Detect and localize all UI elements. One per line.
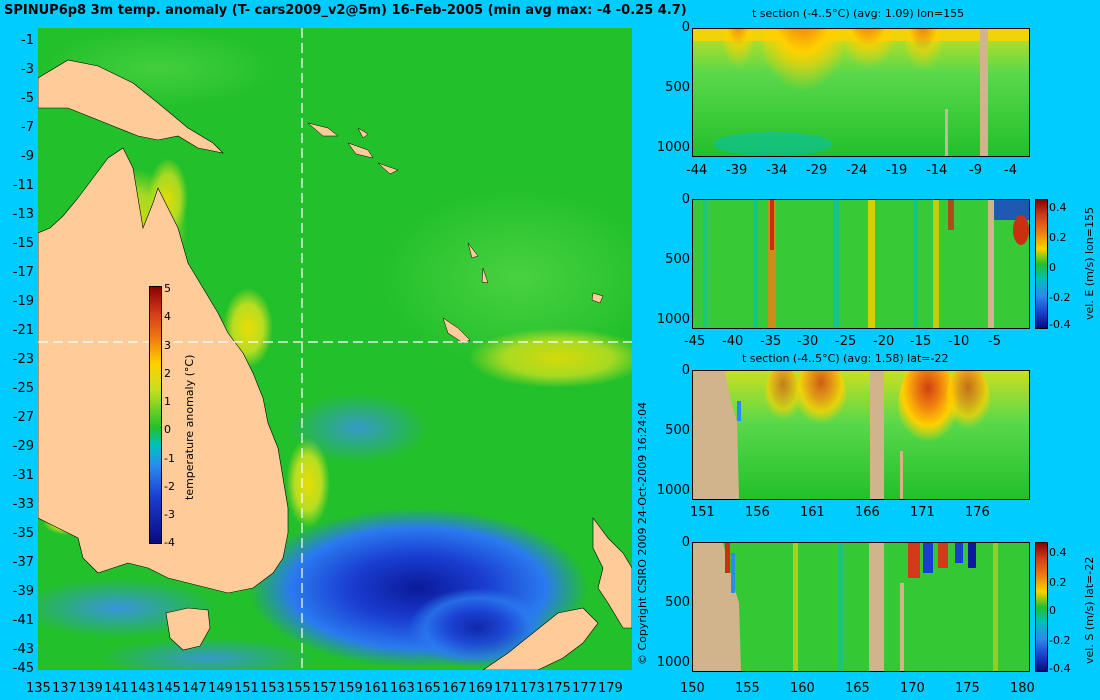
panel2-colorbar-label: vel. E (m/s) lon=155: [1083, 207, 1096, 320]
map-colorbar: [149, 286, 162, 544]
panel2-yaxis: 0 500 1000: [656, 192, 690, 327]
copyright-text: © Copyright CSIRO 2009 24-Oct-2009 16:24…: [636, 401, 649, 665]
panel4-velocity-plot: [692, 542, 1030, 672]
map-lat-axis: -1 -3 -5 -7 -9 -11 -13 -15 -17 -19 -21 -…: [12, 33, 34, 676]
panel2-xaxis: -45 -40 -35 -30 -25 -20 -15 -10 -5: [684, 334, 1001, 349]
panel2-colorbar: [1035, 199, 1048, 329]
land-new-zealand: [482, 517, 632, 670]
panel4-xaxis: 150 155 160 165 170 175 180: [680, 681, 1035, 696]
land-new-guinea: [38, 59, 224, 154]
panel2-colorbar-ticks: 0.4 0.2 0 -0.2 -0.4: [1049, 201, 1071, 331]
panel4-colorbar-ticks: 0.4 0.2 0 -0.2 -0.4: [1049, 546, 1071, 675]
map-colorbar-label: temperature anomaly (°C): [183, 354, 196, 500]
panel1-title: t section (-4..5°C) (avg: 1.09) lon=155: [752, 7, 965, 20]
map-title: SPINUP6p8 3m temp. anomaly (T- cars2009_…: [4, 3, 687, 18]
panel1-xaxis: -44 -39 -34 -29 -24 -19 -14 -9 -4: [686, 163, 1017, 178]
temperature-anomaly-map: [38, 28, 632, 670]
panel3-title: t section (-4..5°C) (avg: 1.58) lat=-22: [742, 352, 949, 365]
panel4-colorbar-label: vel. S (m/s) lat=-22: [1083, 556, 1096, 664]
panel1-yaxis: 0 500 1000: [656, 20, 690, 155]
panel2-velocity-plot: [692, 199, 1030, 329]
panel3-section-plot: [692, 370, 1030, 500]
map-colorbar-ticks: 5 4 3 2 1 0 -1 -2 -3 -4: [164, 282, 175, 549]
panel4-yaxis: 0 500 1000: [656, 535, 690, 670]
map-lon-axis: 135 137 139 141 143 145 147 149 151 153 …: [26, 681, 623, 696]
land-australia: [38, 147, 289, 594]
panel1-section-plot: [692, 28, 1030, 157]
panel3-xaxis: 151 156 161 166 171 176: [690, 505, 990, 520]
panel3-yaxis: 0 500 1000: [656, 363, 690, 498]
land-tasmania: [165, 607, 211, 651]
panel4-colorbar: [1035, 542, 1048, 672]
